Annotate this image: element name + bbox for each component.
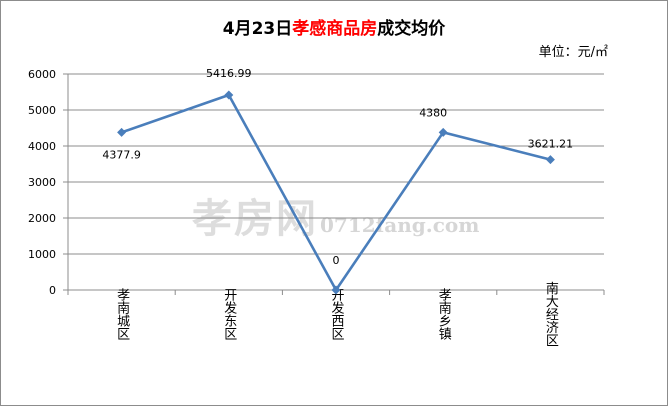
watermark-url: 0712fang.com: [320, 213, 479, 237]
data-point-marker: [331, 285, 341, 295]
unit-label: 单位：元/㎡: [539, 45, 608, 60]
y-tick-label: 3000: [28, 176, 56, 189]
x-category-label: 开发东区: [221, 288, 237, 340]
data-point-marker: [438, 127, 448, 137]
watermark: 孝房网 0712fang.com: [192, 196, 479, 242]
data-label: 0: [333, 254, 340, 267]
data-labels: 4377.9 5416.99 0 4380 3621.21: [102, 67, 573, 267]
data-label: 4380: [419, 106, 447, 119]
gridlines: [68, 73, 604, 255]
chart-title-highlight: 孝感商品房: [292, 18, 377, 39]
y-tick-label: 4000: [28, 140, 56, 153]
watermark-text: 孝房网: [192, 196, 318, 242]
x-category-label: 南大经济区: [543, 281, 559, 347]
series-avg-price: [117, 90, 555, 295]
x-axis-category-labels: 孝南城区 开发东区 开发西区 孝南乡镇 南大经济区: [114, 281, 558, 347]
data-point-marker: [117, 127, 127, 137]
y-tick-label: 1000: [28, 248, 56, 261]
data-label: 3621.21: [528, 138, 574, 151]
data-label: 5416.99: [206, 67, 252, 80]
y-tick-label: 5000: [28, 104, 56, 117]
chart-title-prefix: 4月23日: [223, 19, 293, 39]
data-point-marker: [545, 155, 555, 165]
chart-title: 4月23日孝感商品房成交均价: [223, 18, 446, 39]
data-point-marker: [224, 90, 234, 100]
x-category-label: 开发西区: [329, 288, 345, 340]
chart-title-suffix: 成交均价: [377, 18, 446, 39]
x-category-label: 孝南城区: [114, 288, 130, 340]
x-category-label: 孝南乡镇: [436, 288, 452, 340]
y-axis-tick-labels: 0 1000 2000 3000 4000 5000 6000: [28, 68, 56, 297]
data-label: 4377.9: [102, 148, 141, 161]
y-tick-label: 2000: [28, 212, 56, 225]
y-tick-label: 6000: [28, 68, 56, 81]
y-tick-label: 0: [49, 284, 56, 297]
